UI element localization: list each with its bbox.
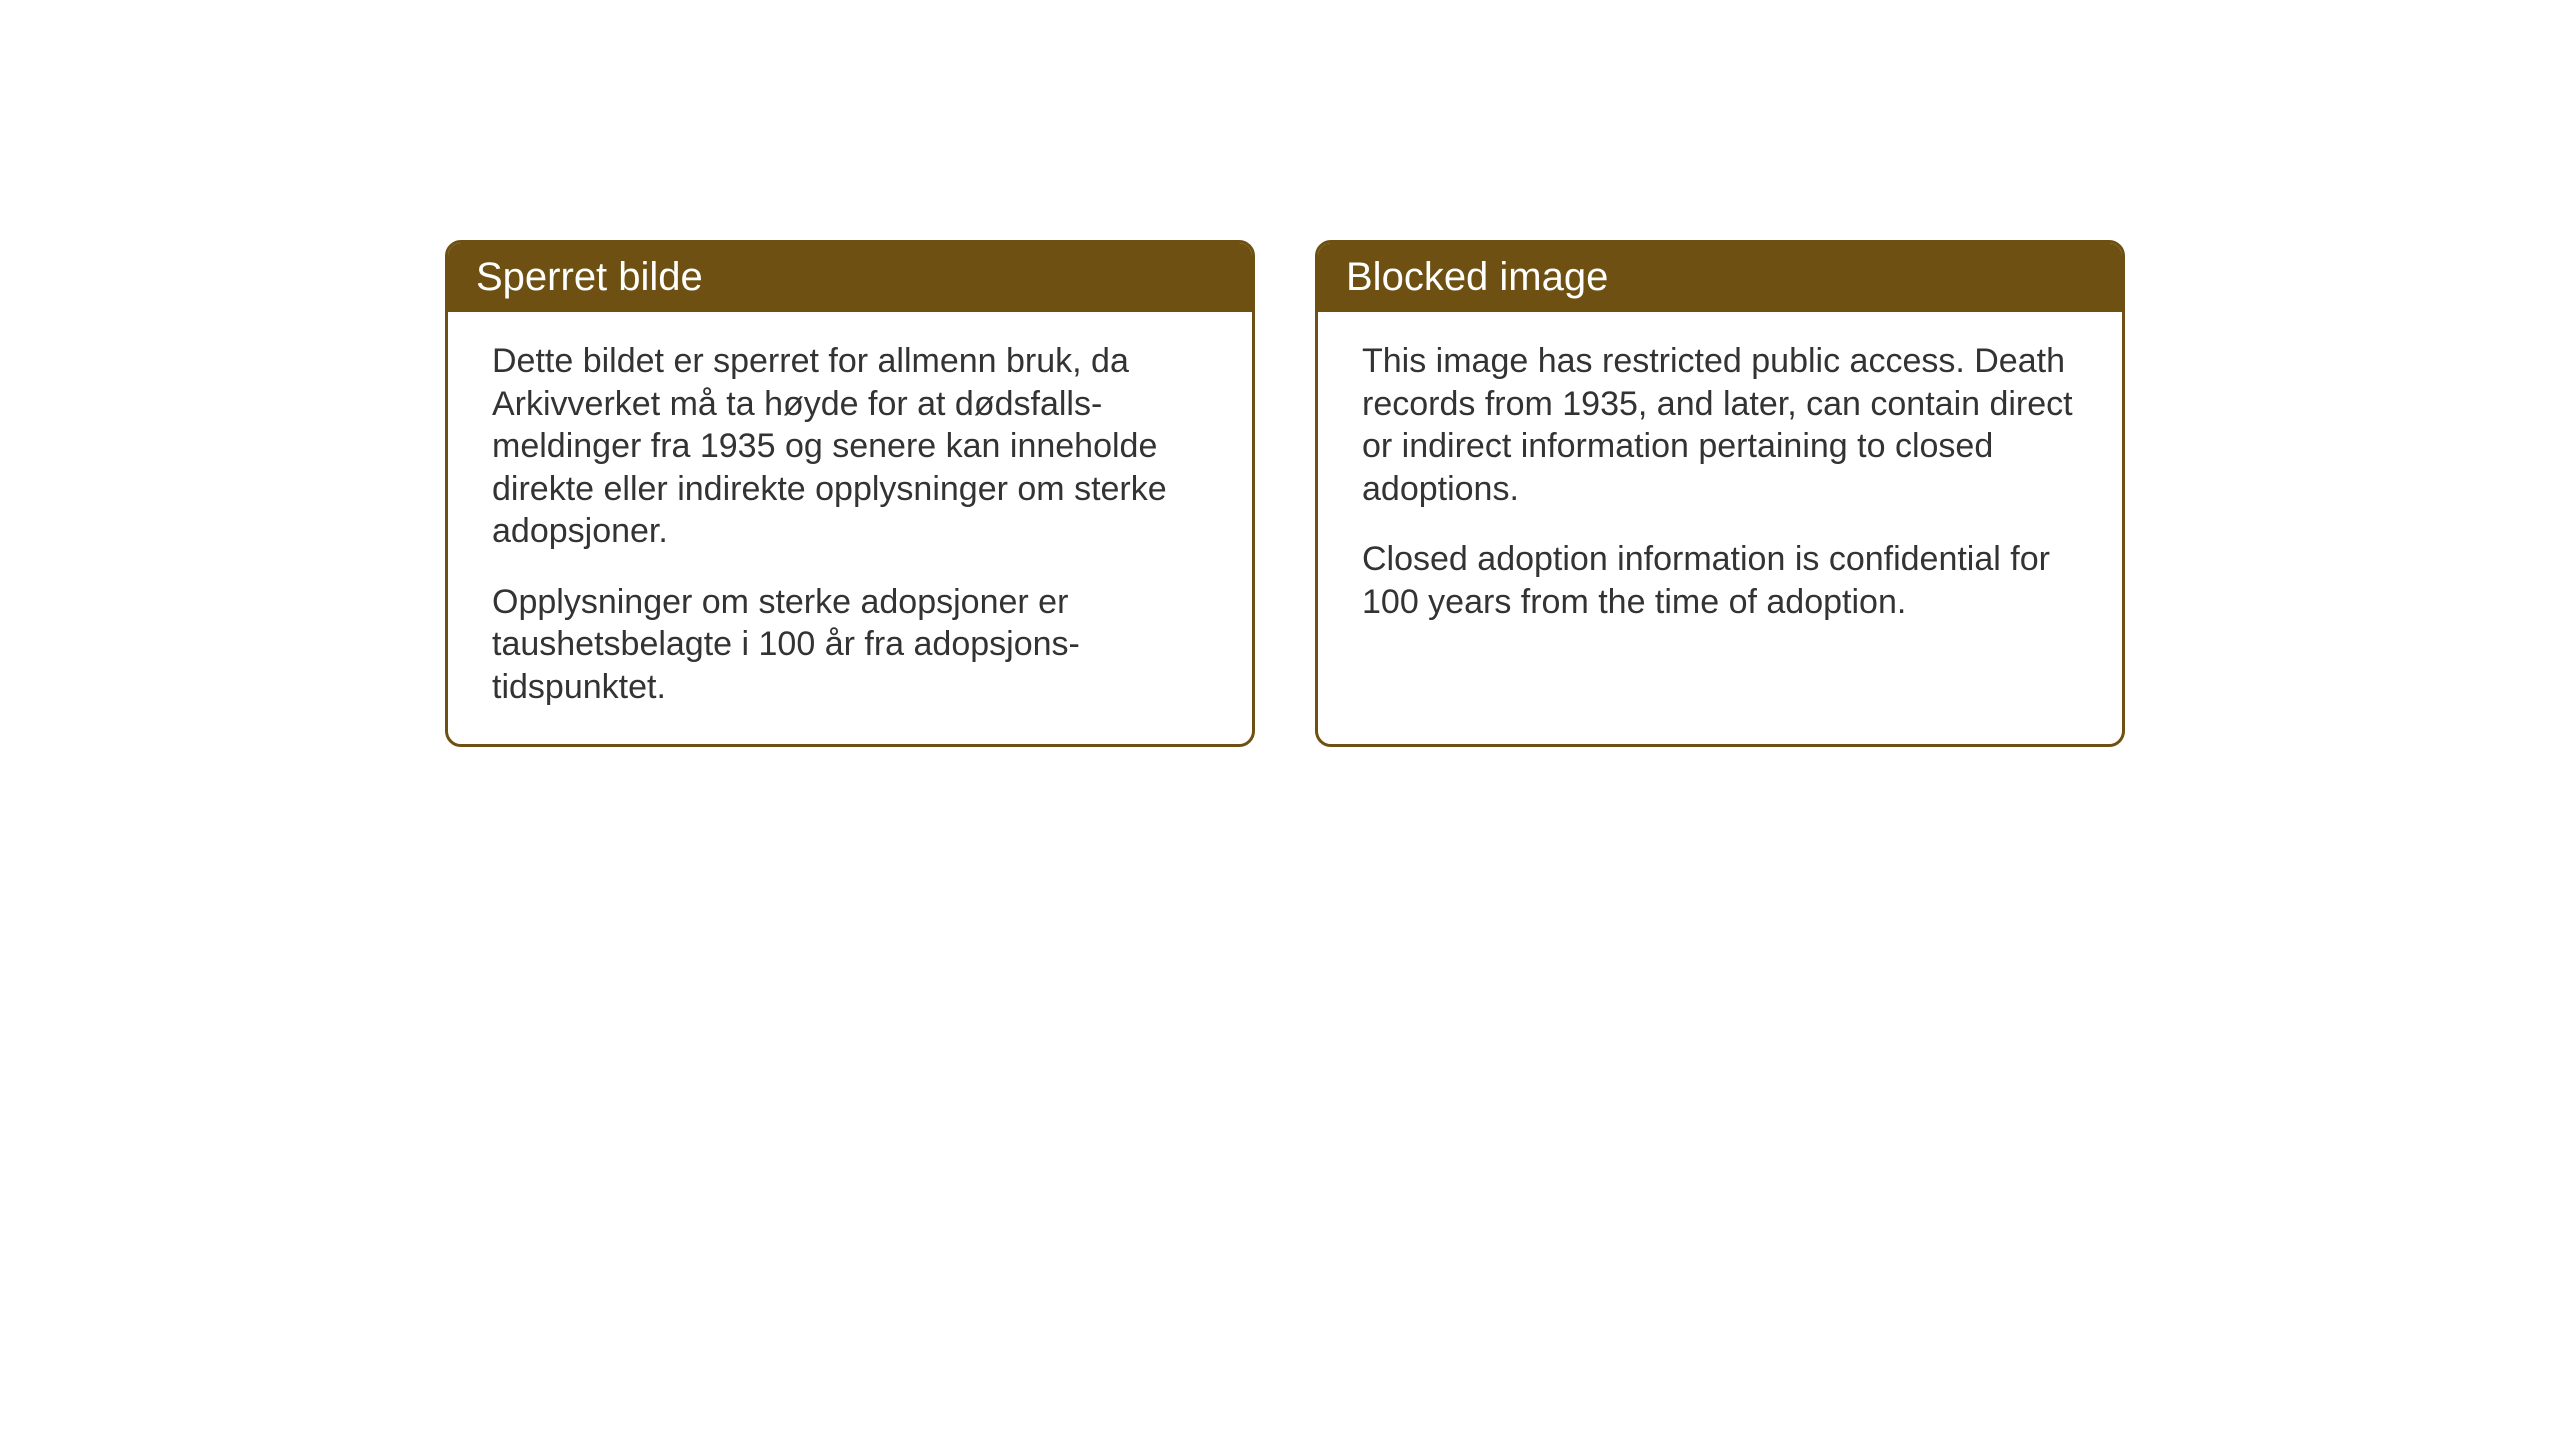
card-english-body: This image has restricted public access.… [1318,312,2122,659]
card-norwegian-body: Dette bildet er sperret for allmenn bruk… [448,312,1252,744]
card-english-title: Blocked image [1346,255,1608,299]
cards-container: Sperret bilde Dette bildet er sperret fo… [445,240,2125,747]
card-norwegian-paragraph-1: Dette bildet er sperret for allmenn bruk… [492,340,1208,553]
card-norwegian-title: Sperret bilde [476,255,703,299]
card-norwegian-header: Sperret bilde [448,243,1252,312]
card-norwegian-paragraph-2: Opplysninger om sterke adopsjoner er tau… [492,581,1208,709]
card-english-paragraph-1: This image has restricted public access.… [1362,340,2078,510]
card-english: Blocked image This image has restricted … [1315,240,2125,747]
card-english-header: Blocked image [1318,243,2122,312]
card-english-paragraph-2: Closed adoption information is confident… [1362,538,2078,623]
card-norwegian: Sperret bilde Dette bildet er sperret fo… [445,240,1255,747]
